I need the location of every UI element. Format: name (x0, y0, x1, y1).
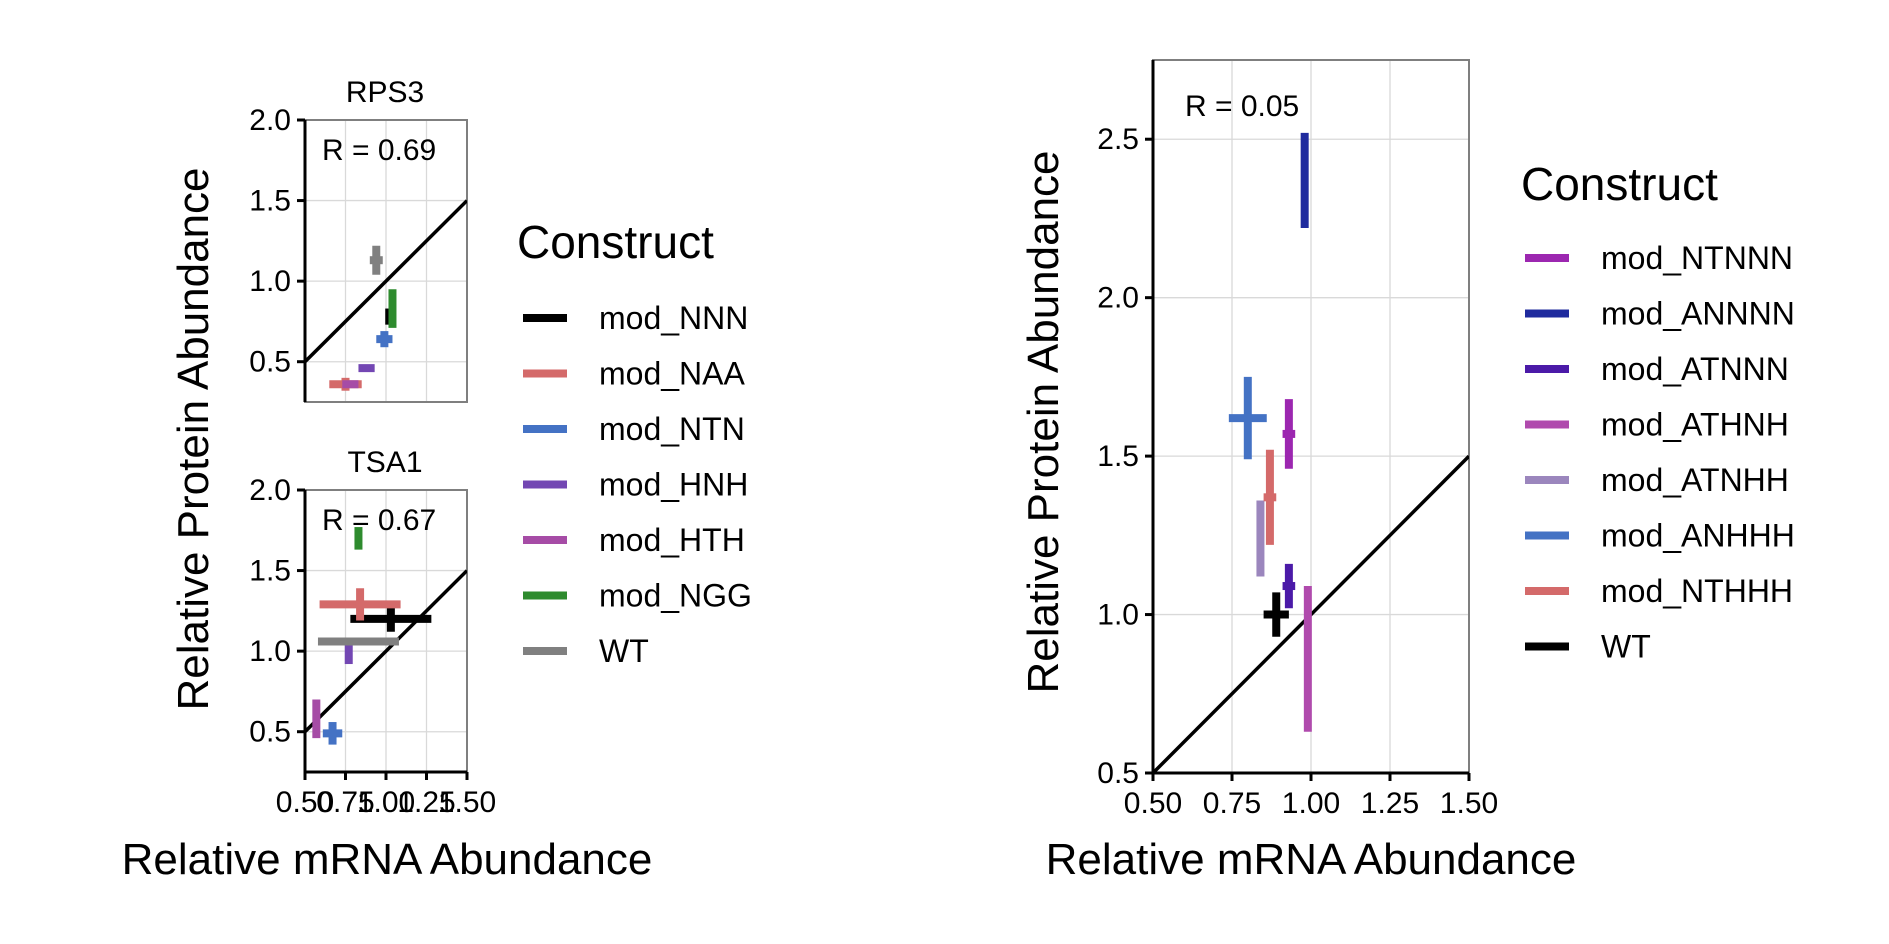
data-point-mod-anhhh (1228, 376, 1267, 460)
y-tick-label: 1.5 (1097, 440, 1139, 473)
data-point-mod-hnh (358, 364, 375, 373)
x-tick-label: 1.25 (1361, 787, 1419, 820)
legend-right-item-label: mod_NTHHH (1601, 573, 1793, 609)
data-point-mod-ngg (388, 289, 397, 328)
x-tick-label: 0.75 (1203, 787, 1261, 820)
x-tick-label: 0.50 (276, 786, 334, 819)
y-tick-label: 1.0 (249, 635, 291, 668)
data-point-mod-annnn (1300, 132, 1309, 228)
identity-line (305, 569, 467, 733)
x-tick-label: 0.50 (1124, 787, 1182, 820)
data-point-mod-ntnnn (1282, 399, 1296, 469)
legend-left-item-label: WT (599, 633, 649, 669)
data-point-mod-naa (319, 588, 401, 621)
panel-tsa1: 0.5 1.0 1.5 2.0 0.500.751.001.251.50 R = 0.67 (249, 474, 496, 819)
legend-right-item-label: mod_ANHHH (1601, 518, 1795, 554)
y-tick-label: 2.0 (249, 474, 291, 507)
legend-left-item-label: mod_NTN (599, 411, 745, 447)
data-point-mod-hth (312, 699, 321, 739)
data-point-mod-hnh (344, 644, 353, 665)
y-tick-label: 0.5 (249, 346, 291, 379)
legend-left-item-label: mod_HNH (599, 467, 748, 503)
x-tick-label: 1.50 (1440, 787, 1498, 820)
legend-right-item-label: mod_ATHNH (1601, 407, 1789, 443)
legend-right-item-label: mod_ANNNN (1601, 296, 1795, 332)
data-point-mod-ntn (376, 331, 393, 348)
y-tick-label: 0.5 (249, 716, 291, 749)
left-xlabel: Relative mRNA Abundance (122, 835, 653, 884)
data-point-mod-ntn (322, 722, 343, 745)
data-point-mod-athnh (1303, 586, 1312, 732)
legend-right-item-label: WT (1601, 629, 1651, 665)
data-point-wt (1263, 592, 1289, 637)
identity-line (305, 199, 467, 363)
y-tick-label: 1.5 (249, 555, 291, 588)
legend-right: Construct mod_NTNNN mod_ANNNN mod_ATNNNmod… (1521, 158, 1795, 665)
data-point-mod-atnhh (1256, 500, 1265, 577)
correlation-label: R = 0.69 (322, 134, 436, 167)
data-point-mod-hth (342, 380, 359, 389)
y-tick-label: 0.5 (1097, 757, 1139, 790)
legend-left-item-label: mod_NGG (599, 578, 752, 614)
data-point-wt (369, 245, 383, 275)
legend-right-item-label: mod_ATNNN (1601, 351, 1789, 387)
legend-left-item-label: mod_NNN (599, 300, 748, 336)
correlation-label: R = 0.67 (322, 504, 436, 537)
y-tick-label: 2.5 (1097, 123, 1139, 156)
data-point-mod-atnnn (1282, 563, 1296, 609)
y-tick-label: 1.0 (1097, 599, 1139, 632)
correlation-label: R = 0.05 (1185, 90, 1299, 123)
panel-rps3: 0.5 1.0 1.5 2.0 R = 0.69 (249, 104, 468, 403)
legend-right-item-label: mod_ATNHH (1601, 462, 1789, 498)
legend-left: Construct mod_NNN mod_NAA mod_NTN mod_HNHmo… (517, 216, 752, 669)
legend-left-title: Construct (517, 216, 714, 268)
y-tick-label: 2.0 (249, 104, 291, 137)
data-point-mod-ngg (354, 527, 363, 550)
x-tick-label: 0.75 (316, 786, 374, 819)
left-ylabel: Relative Protein Abundance (169, 167, 218, 710)
y-tick-label: 1.5 (249, 185, 291, 218)
legend-left-item-label: mod_NAA (599, 356, 746, 392)
panel-title-rps3: RPS3 (346, 76, 424, 109)
legend-right-item-label: mod_NTNNN (1601, 240, 1793, 276)
panel-right: 0.5 1.0 1.5 2.0 2.5 0.50 0.75 1.00 1.25 1.50 R = 0… (1097, 59, 1498, 820)
right-xlabel: Relative mRNA Abundance (1046, 835, 1577, 884)
legend-left-item-label: mod_HTH (599, 522, 745, 558)
x-tick-label: 1.00 (1282, 787, 1340, 820)
x-tick-label: 1.50 (438, 786, 496, 819)
x-tick-label: 1.25 (397, 786, 455, 819)
right-ylabel: Relative Protein Abundance (1019, 150, 1068, 693)
legend-right-title: Construct (1521, 158, 1718, 210)
data-point-wt (317, 637, 399, 646)
panel-title-tsa1: TSA1 (347, 446, 422, 479)
y-tick-label: 2.0 (1097, 282, 1139, 315)
data-point-mod-nthhh (1263, 449, 1277, 545)
x-tick-label: 1.00 (357, 786, 415, 819)
y-tick-label: 1.0 (249, 265, 291, 298)
